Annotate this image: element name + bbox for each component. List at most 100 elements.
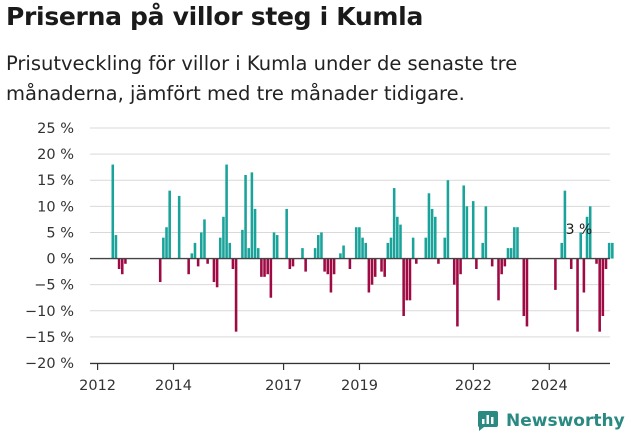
bar	[427, 193, 431, 259]
chart-title: Priserna på villor steg i Kumla	[6, 2, 424, 31]
x-tick-label: 2022	[455, 378, 492, 394]
bar	[446, 180, 450, 259]
bar	[203, 219, 206, 259]
bar	[218, 237, 222, 259]
bar	[253, 208, 257, 259]
bar	[215, 258, 219, 288]
bar	[475, 258, 478, 269]
bar	[177, 195, 181, 259]
x-axis: 2012 2014 2017 2019 2022 2024	[79, 362, 610, 394]
bar	[206, 258, 209, 264]
bar	[231, 258, 235, 269]
bar	[405, 258, 409, 301]
bar	[554, 258, 557, 290]
bar	[500, 258, 503, 275]
bar	[443, 237, 447, 259]
bar	[196, 258, 200, 267]
bar	[317, 235, 320, 259]
bar	[415, 258, 418, 264]
x-tick-label: 2024	[531, 378, 568, 394]
bar	[380, 258, 383, 272]
bar	[367, 258, 371, 293]
bar	[190, 253, 194, 259]
bar	[247, 248, 251, 259]
bar	[165, 227, 168, 259]
bar	[430, 208, 434, 259]
bar	[582, 258, 586, 293]
bar	[525, 258, 529, 327]
bar	[569, 258, 573, 269]
bar	[433, 216, 437, 259]
bar	[361, 237, 364, 259]
bar	[332, 258, 336, 275]
y-tick-label: 20 %	[37, 147, 74, 163]
bar	[266, 258, 269, 275]
bar	[462, 185, 466, 259]
bar	[234, 258, 238, 332]
y-tick-label: −5 %	[34, 278, 74, 294]
bar	[291, 258, 295, 267]
bar	[563, 190, 567, 259]
bar	[256, 248, 260, 259]
bar	[437, 258, 440, 264]
bar	[263, 258, 266, 277]
bar	[329, 258, 333, 293]
bar	[370, 258, 374, 285]
bar	[225, 164, 228, 259]
bar	[452, 258, 456, 285]
bar-chart-icon	[478, 411, 498, 431]
bar	[386, 242, 390, 259]
bar	[193, 242, 197, 259]
bar	[323, 258, 326, 272]
bar	[124, 258, 127, 264]
bar	[392, 188, 396, 259]
bar	[588, 206, 592, 259]
bar	[509, 248, 513, 259]
logo-text: Newsworthy	[506, 411, 625, 431]
bar	[601, 258, 605, 316]
bar	[244, 175, 247, 259]
bar	[604, 258, 608, 269]
bar	[288, 258, 292, 269]
x-tick-label: 2014	[155, 378, 192, 394]
bar	[579, 232, 582, 259]
bar	[456, 258, 459, 327]
bar	[471, 201, 475, 259]
bar	[272, 232, 276, 259]
bar	[611, 242, 614, 259]
bar	[320, 232, 323, 259]
bar	[222, 216, 225, 259]
bar	[158, 258, 162, 283]
bar	[168, 190, 171, 259]
bar	[304, 258, 307, 272]
bar	[260, 258, 263, 277]
bar	[200, 232, 203, 259]
bar	[212, 258, 216, 283]
bar	[364, 242, 367, 259]
bar	[326, 258, 330, 275]
bar	[339, 253, 342, 259]
bar	[503, 258, 507, 267]
bar	[241, 229, 244, 259]
bar	[285, 208, 288, 259]
y-tick-label: 25 %	[37, 121, 74, 137]
bar	[114, 235, 118, 259]
bar	[187, 258, 190, 275]
bar	[497, 258, 500, 301]
bar	[162, 237, 165, 259]
bar	[560, 242, 564, 259]
bar	[389, 237, 393, 259]
bar	[408, 258, 412, 301]
x-tick-label: 2017	[265, 378, 302, 394]
bar	[411, 237, 415, 259]
bar	[111, 164, 115, 259]
bar	[354, 227, 358, 259]
bar	[383, 258, 386, 277]
bar	[506, 248, 510, 259]
bar	[342, 245, 345, 259]
bar	[522, 258, 526, 316]
bar	[516, 227, 519, 259]
bar	[576, 258, 579, 332]
bar	[607, 242, 611, 259]
